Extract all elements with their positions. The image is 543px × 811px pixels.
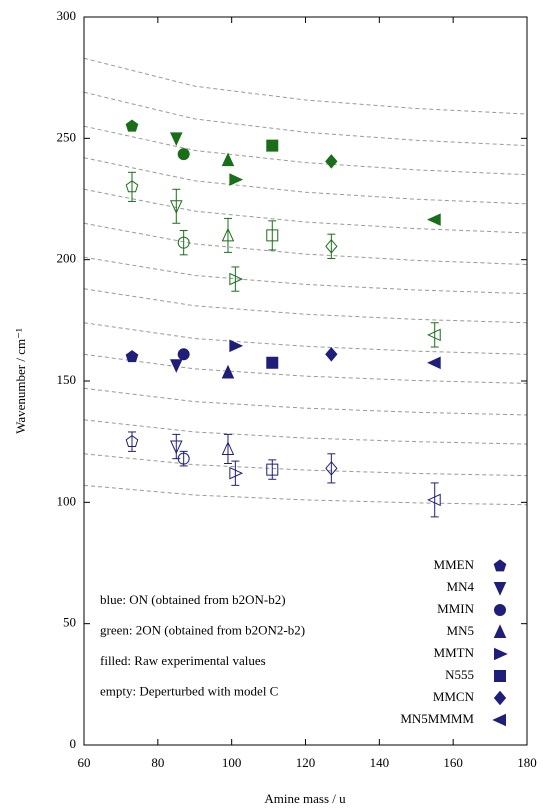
x-tick-label: 60 bbox=[78, 755, 91, 770]
marker bbox=[493, 690, 507, 706]
marker bbox=[125, 180, 139, 193]
marker bbox=[125, 434, 139, 448]
y-tick-label: 250 bbox=[57, 129, 77, 144]
marker bbox=[177, 148, 190, 161]
annotation: empty: Deperturbed with model C bbox=[100, 683, 278, 698]
marker bbox=[125, 350, 139, 363]
model-curve bbox=[83, 256, 528, 295]
annotation: green: 2ON (obtained from b2ON2-b2) bbox=[100, 622, 305, 637]
marker bbox=[177, 236, 190, 249]
marker bbox=[229, 339, 244, 353]
marker bbox=[266, 229, 279, 242]
y-tick-label: 300 bbox=[57, 8, 77, 23]
legend-label: MMTN bbox=[434, 645, 475, 660]
model-curve bbox=[83, 125, 528, 176]
model-curve bbox=[83, 419, 528, 445]
marker bbox=[325, 461, 338, 476]
marker bbox=[221, 152, 235, 167]
model-curve bbox=[83, 222, 528, 266]
marker bbox=[493, 582, 507, 596]
model-curve bbox=[83, 91, 528, 147]
marker bbox=[229, 466, 244, 480]
y-axis-label: Wavenumber / cm⁻¹ bbox=[13, 328, 28, 434]
marker bbox=[325, 154, 338, 169]
model-curve bbox=[83, 288, 528, 324]
marker bbox=[125, 119, 139, 132]
marker bbox=[221, 364, 235, 379]
marker bbox=[493, 624, 507, 638]
legend-label: MN4 bbox=[447, 579, 475, 594]
marker bbox=[266, 356, 279, 369]
x-tick-label: 120 bbox=[296, 755, 316, 770]
marker bbox=[229, 173, 244, 186]
annotation: filled: Raw experimental values bbox=[100, 653, 266, 668]
x-tick-label: 140 bbox=[370, 755, 390, 770]
marker bbox=[170, 200, 183, 214]
marker bbox=[494, 670, 506, 682]
legend-label: MMIN bbox=[437, 601, 474, 616]
legend-label: MN5MMMM bbox=[400, 711, 474, 726]
marker bbox=[494, 647, 508, 661]
x-axis-label: Amine mass / u bbox=[264, 791, 346, 806]
marker bbox=[427, 328, 441, 342]
marker bbox=[427, 213, 441, 226]
marker bbox=[170, 132, 183, 147]
model-curve bbox=[83, 157, 528, 205]
marker bbox=[221, 441, 235, 455]
marker bbox=[266, 139, 279, 152]
x-tick-label: 160 bbox=[443, 755, 463, 770]
marker bbox=[170, 440, 183, 455]
marker bbox=[494, 604, 506, 616]
model-curve bbox=[83, 353, 528, 384]
legend-label: MMEN bbox=[434, 557, 475, 572]
legend-label: N555 bbox=[445, 667, 474, 682]
model-curve bbox=[83, 484, 528, 506]
legend-label: MN5 bbox=[447, 623, 474, 638]
model-curve bbox=[83, 453, 528, 477]
marker bbox=[427, 356, 441, 370]
y-tick-label: 50 bbox=[63, 615, 76, 630]
model-curve bbox=[83, 387, 528, 416]
y-tick-label: 200 bbox=[57, 251, 77, 266]
model-curve bbox=[83, 57, 528, 115]
x-tick-label: 180 bbox=[517, 755, 537, 770]
model-curve bbox=[83, 188, 528, 234]
marker bbox=[177, 452, 190, 465]
annotation: blue: ON (obtained from b2ON-b2) bbox=[100, 592, 286, 607]
marker bbox=[177, 348, 190, 361]
marker bbox=[493, 559, 507, 572]
legend-label: MMCN bbox=[433, 689, 475, 704]
marker bbox=[266, 463, 279, 476]
marker bbox=[325, 347, 338, 362]
x-tick-label: 80 bbox=[151, 755, 164, 770]
marker bbox=[221, 227, 235, 242]
marker bbox=[492, 713, 506, 727]
y-tick-label: 150 bbox=[57, 372, 77, 387]
marker bbox=[170, 359, 183, 373]
marker bbox=[229, 272, 244, 286]
y-tick-label: 100 bbox=[57, 493, 77, 508]
marker bbox=[325, 239, 338, 254]
x-tick-label: 100 bbox=[222, 755, 242, 770]
model-curve bbox=[83, 322, 528, 355]
y-tick-label: 0 bbox=[70, 736, 77, 751]
marker bbox=[427, 493, 441, 507]
